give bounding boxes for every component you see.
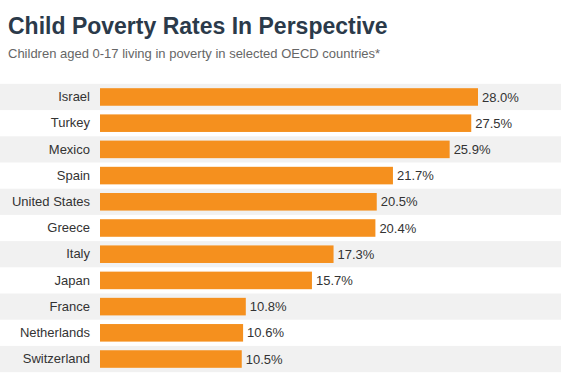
tick-label: Spain <box>57 168 90 183</box>
row-stripes <box>0 84 561 372</box>
bar <box>100 193 377 211</box>
tick: Switzerland <box>23 351 90 366</box>
tick: France <box>50 299 90 314</box>
bar <box>100 167 393 185</box>
tick-label: Mexico <box>49 142 90 157</box>
row-stripe <box>0 346 561 372</box>
data-label: 15.7% <box>316 273 353 288</box>
tick-label: Greece <box>47 220 90 235</box>
bar <box>100 272 312 290</box>
bar <box>100 298 246 316</box>
y-axis: Israel Turkey Mexico Spain United States Gree… <box>12 89 91 366</box>
tick: Israel <box>58 89 90 104</box>
data-label: 20.5% <box>381 194 418 209</box>
tick-label: France <box>50 299 90 314</box>
row-stripe <box>0 241 561 267</box>
bar <box>100 88 478 106</box>
tick: Netherlands <box>20 325 91 340</box>
title: Child Poverty Rates In Perspective <box>8 13 388 39</box>
data-labels: 28.0% 27.5% 25.9% 21.7% 20.5% 20.4% 17.3% 15.7%… <box>246 90 520 367</box>
tick-label: Israel <box>58 89 90 104</box>
bar <box>100 114 471 132</box>
data-label: 10.6% <box>247 325 284 340</box>
tick: Greece <box>47 220 90 235</box>
tick: United States <box>12 194 91 209</box>
bars <box>100 88 478 368</box>
chart: Child Poverty Rates In Perspective Childr… <box>0 0 561 374</box>
data-label: 25.9% <box>454 142 491 157</box>
subtitle: Children aged 0-17 living in poverty in … <box>8 46 380 61</box>
tick-label: Netherlands <box>20 325 91 340</box>
bar <box>100 324 243 342</box>
tick-label: Italy <box>66 246 90 261</box>
bar <box>100 219 375 237</box>
data-label: 10.5% <box>246 352 283 367</box>
row-stripe <box>0 84 561 110</box>
tick: Italy <box>66 246 90 261</box>
bar <box>100 245 334 263</box>
row-stripe <box>0 189 561 215</box>
tick: Turkey <box>51 115 91 130</box>
bar <box>100 350 242 368</box>
row-stripe <box>0 294 561 320</box>
data-label: 17.3% <box>338 247 375 262</box>
tick-label: Turkey <box>51 115 91 130</box>
bar <box>100 141 450 159</box>
data-label: 10.8% <box>250 299 287 314</box>
data-label: 20.4% <box>379 221 416 236</box>
tick: Japan <box>55 273 90 288</box>
data-label: 28.0% <box>482 90 519 105</box>
tick-label: Japan <box>55 273 90 288</box>
tick: Mexico <box>49 142 90 157</box>
tick-label: Switzerland <box>23 351 90 366</box>
row-stripe <box>0 136 561 162</box>
tick: Spain <box>57 168 90 183</box>
data-label: 21.7% <box>397 168 434 183</box>
tick-label: United States <box>12 194 91 209</box>
data-label: 27.5% <box>475 116 512 131</box>
